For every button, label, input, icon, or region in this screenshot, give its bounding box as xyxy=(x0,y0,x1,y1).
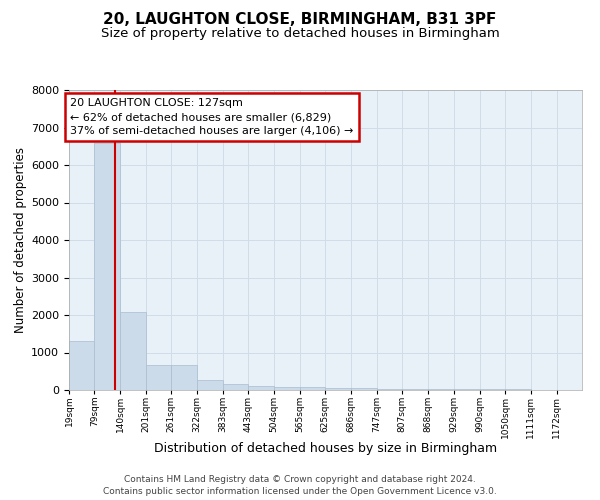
Bar xyxy=(248,386,274,390)
Bar xyxy=(197,380,223,390)
Bar xyxy=(300,388,325,390)
Bar xyxy=(377,388,402,390)
Bar xyxy=(402,388,428,390)
Text: 20, LAUGHTON CLOSE, BIRMINGHAM, B31 3PF: 20, LAUGHTON CLOSE, BIRMINGHAM, B31 3PF xyxy=(103,12,497,28)
Bar xyxy=(69,341,94,390)
Bar xyxy=(146,364,172,390)
Text: 20 LAUGHTON CLOSE: 127sqm
← 62% of detached houses are smaller (6,829)
37% of se: 20 LAUGHTON CLOSE: 127sqm ← 62% of detac… xyxy=(70,98,353,136)
Bar xyxy=(274,387,300,390)
Bar xyxy=(172,364,197,390)
Bar xyxy=(120,312,146,390)
Bar xyxy=(94,142,120,390)
Bar xyxy=(325,388,351,390)
Bar xyxy=(428,389,454,390)
Y-axis label: Number of detached properties: Number of detached properties xyxy=(14,147,27,333)
X-axis label: Distribution of detached houses by size in Birmingham: Distribution of detached houses by size … xyxy=(154,442,497,455)
Text: Contains HM Land Registry data © Crown copyright and database right 2024.: Contains HM Land Registry data © Crown c… xyxy=(124,476,476,484)
Text: Size of property relative to detached houses in Birmingham: Size of property relative to detached ho… xyxy=(101,28,499,40)
Bar xyxy=(454,389,479,390)
Bar xyxy=(223,384,248,390)
Text: Contains public sector information licensed under the Open Government Licence v3: Contains public sector information licen… xyxy=(103,488,497,496)
Bar xyxy=(351,388,377,390)
